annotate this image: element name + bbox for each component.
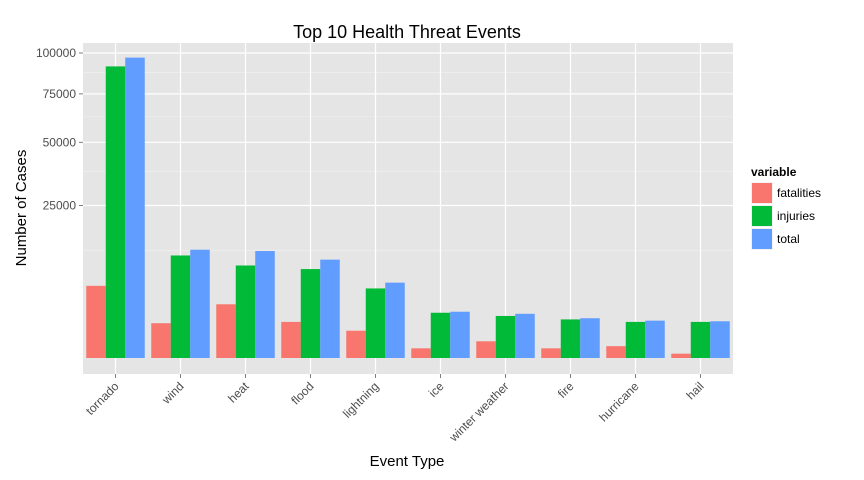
y-axis: 25000 50000 75000 100000 [36, 46, 83, 213]
x-tick-label: flood [288, 379, 316, 407]
bar-fatalities [671, 353, 691, 358]
bars [86, 57, 730, 359]
x-tick-label: lightning [340, 379, 382, 421]
legend-key-total [752, 229, 772, 249]
bar-injuries [560, 319, 581, 358]
bar-fatalities [541, 348, 561, 358]
x-axis-title: Event Type [370, 453, 445, 470]
x-axis: tornado wind heat flood lightning ice winter w… [83, 374, 707, 445]
legend-key-fatalities [752, 183, 772, 203]
bar-total [125, 57, 145, 359]
bar-total [190, 249, 210, 358]
legend-label: fatalities [777, 186, 821, 200]
legend-title: variable [751, 165, 797, 179]
y-tick-label: 75000 [43, 87, 77, 101]
bar-injuries [365, 288, 386, 358]
bar-total [385, 282, 405, 358]
y-tick-label: 50000 [43, 135, 77, 149]
x-tick-label: ice [426, 379, 447, 400]
legend-label: injuries [777, 209, 815, 223]
y-tick-label: 100000 [36, 46, 76, 60]
bar-fatalities [346, 330, 366, 358]
x-tick-label: tornado [83, 379, 122, 418]
y-tick-label: 25000 [43, 199, 77, 213]
legend-key-injuries [752, 206, 772, 226]
bar-injuries [625, 321, 646, 358]
bar-total [450, 311, 470, 358]
bar-fatalities [606, 346, 626, 358]
bar-injuries [495, 315, 516, 358]
x-tick-label: fire [555, 379, 577, 401]
bar-total [645, 320, 665, 358]
bar-fatalities [411, 348, 431, 358]
bar-total [580, 318, 600, 358]
x-tick-label: wind [159, 379, 187, 407]
x-tick-label: heat [225, 379, 252, 406]
bar-fatalities [476, 341, 496, 358]
bar-total [320, 259, 340, 358]
y-axis-title: Number of Cases [13, 150, 30, 267]
bar-fatalities [281, 321, 301, 358]
bar-total [255, 251, 275, 358]
bar-fatalities [86, 285, 106, 358]
bar-injuries [430, 312, 451, 358]
legend: variable fatalities injuries total [751, 165, 821, 250]
bar-injuries [105, 66, 126, 358]
bar-injuries [235, 265, 256, 358]
bar-total [710, 321, 730, 358]
bar-injuries [300, 269, 321, 358]
bar-injuries [170, 255, 191, 358]
bar-fatalities [151, 323, 171, 358]
x-tick-label: hurricane [596, 379, 642, 425]
x-tick-label: winter weather [446, 379, 512, 445]
bar-injuries [690, 321, 711, 358]
bar-fatalities [216, 304, 236, 358]
legend-label: total [777, 232, 800, 246]
x-tick-label: hail [684, 379, 707, 402]
chart-title: Top 10 Health Threat Events [293, 22, 521, 42]
bar-total [515, 313, 535, 358]
